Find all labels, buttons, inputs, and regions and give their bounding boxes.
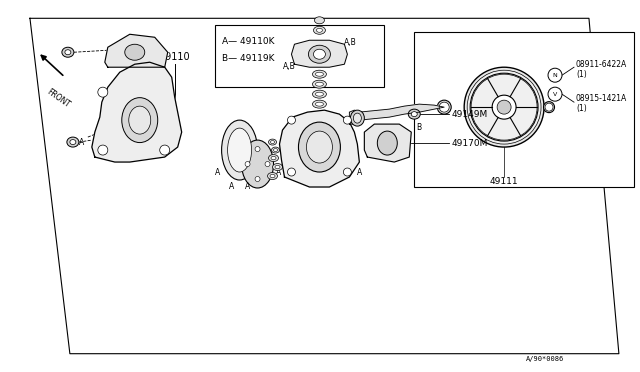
Ellipse shape — [65, 50, 71, 55]
Ellipse shape — [312, 80, 326, 88]
Ellipse shape — [271, 147, 280, 153]
Ellipse shape — [125, 44, 145, 60]
Text: 08911-6422A: 08911-6422A — [576, 60, 627, 69]
Ellipse shape — [316, 28, 323, 32]
Text: V: V — [553, 92, 557, 97]
Ellipse shape — [255, 147, 260, 151]
Text: A: A — [276, 167, 281, 177]
Circle shape — [287, 168, 296, 176]
Ellipse shape — [314, 17, 324, 24]
Text: B: B — [417, 123, 422, 132]
Ellipse shape — [269, 154, 278, 161]
Ellipse shape — [350, 110, 364, 126]
Ellipse shape — [228, 128, 252, 172]
Ellipse shape — [271, 141, 275, 144]
Ellipse shape — [464, 67, 544, 147]
Text: A: A — [215, 167, 220, 177]
Ellipse shape — [316, 92, 323, 96]
Circle shape — [548, 87, 562, 101]
Text: A: A — [79, 138, 84, 147]
Ellipse shape — [265, 161, 270, 167]
Ellipse shape — [298, 122, 340, 172]
Circle shape — [98, 87, 108, 97]
Polygon shape — [92, 62, 182, 162]
Ellipse shape — [312, 70, 326, 78]
Ellipse shape — [314, 26, 325, 34]
Text: A— 49110K: A— 49110K — [221, 37, 274, 46]
Text: 08915-1421A: 08915-1421A — [576, 94, 627, 103]
Ellipse shape — [62, 47, 74, 57]
Ellipse shape — [221, 120, 257, 180]
Text: A/90*0086: A/90*0086 — [525, 356, 564, 362]
Circle shape — [344, 116, 351, 124]
Ellipse shape — [412, 112, 417, 117]
Circle shape — [439, 102, 449, 112]
Polygon shape — [280, 110, 359, 187]
Ellipse shape — [245, 161, 250, 167]
Ellipse shape — [378, 131, 397, 155]
Circle shape — [492, 95, 516, 119]
Bar — [214, 25, 384, 87]
Ellipse shape — [241, 140, 273, 188]
Ellipse shape — [437, 100, 451, 114]
Ellipse shape — [467, 70, 541, 144]
Ellipse shape — [270, 174, 275, 178]
Ellipse shape — [316, 72, 323, 76]
Ellipse shape — [353, 113, 362, 123]
Ellipse shape — [314, 49, 325, 59]
Circle shape — [548, 68, 562, 82]
Text: A,B: A,B — [283, 62, 296, 71]
Ellipse shape — [129, 106, 151, 134]
Ellipse shape — [312, 100, 326, 108]
Text: (1): (1) — [576, 104, 587, 113]
Text: 49110: 49110 — [159, 52, 190, 62]
Ellipse shape — [70, 140, 76, 145]
Circle shape — [497, 100, 511, 114]
Circle shape — [287, 116, 296, 124]
Ellipse shape — [67, 137, 79, 147]
Ellipse shape — [543, 102, 554, 113]
Ellipse shape — [269, 139, 276, 145]
Ellipse shape — [271, 156, 276, 160]
Circle shape — [98, 145, 108, 155]
Ellipse shape — [268, 173, 278, 180]
Text: A: A — [356, 167, 362, 177]
Ellipse shape — [308, 45, 330, 63]
Ellipse shape — [275, 165, 280, 169]
Text: N: N — [552, 73, 557, 78]
Text: FRONT: FRONT — [45, 87, 71, 109]
Text: B: B — [342, 123, 347, 132]
Polygon shape — [364, 124, 412, 162]
Ellipse shape — [307, 131, 332, 163]
Ellipse shape — [273, 164, 282, 170]
Circle shape — [160, 145, 170, 155]
Polygon shape — [349, 104, 444, 124]
Bar — [414, 32, 634, 187]
Ellipse shape — [316, 102, 323, 106]
Text: 49111: 49111 — [490, 177, 518, 186]
Ellipse shape — [316, 82, 323, 86]
Text: A: A — [245, 183, 250, 192]
Text: A: A — [229, 183, 234, 192]
Ellipse shape — [408, 109, 420, 119]
Text: 49149M: 49149M — [451, 110, 488, 119]
Ellipse shape — [273, 148, 278, 151]
Circle shape — [344, 168, 351, 176]
Polygon shape — [291, 40, 348, 67]
Ellipse shape — [122, 98, 157, 142]
Ellipse shape — [255, 177, 260, 182]
Polygon shape — [105, 34, 168, 67]
Circle shape — [545, 103, 553, 111]
Text: A,B: A,B — [344, 38, 357, 47]
Ellipse shape — [312, 90, 326, 98]
Text: 49170M: 49170M — [451, 139, 488, 148]
Text: (1): (1) — [576, 70, 587, 79]
Text: B— 49119K: B— 49119K — [221, 54, 274, 63]
